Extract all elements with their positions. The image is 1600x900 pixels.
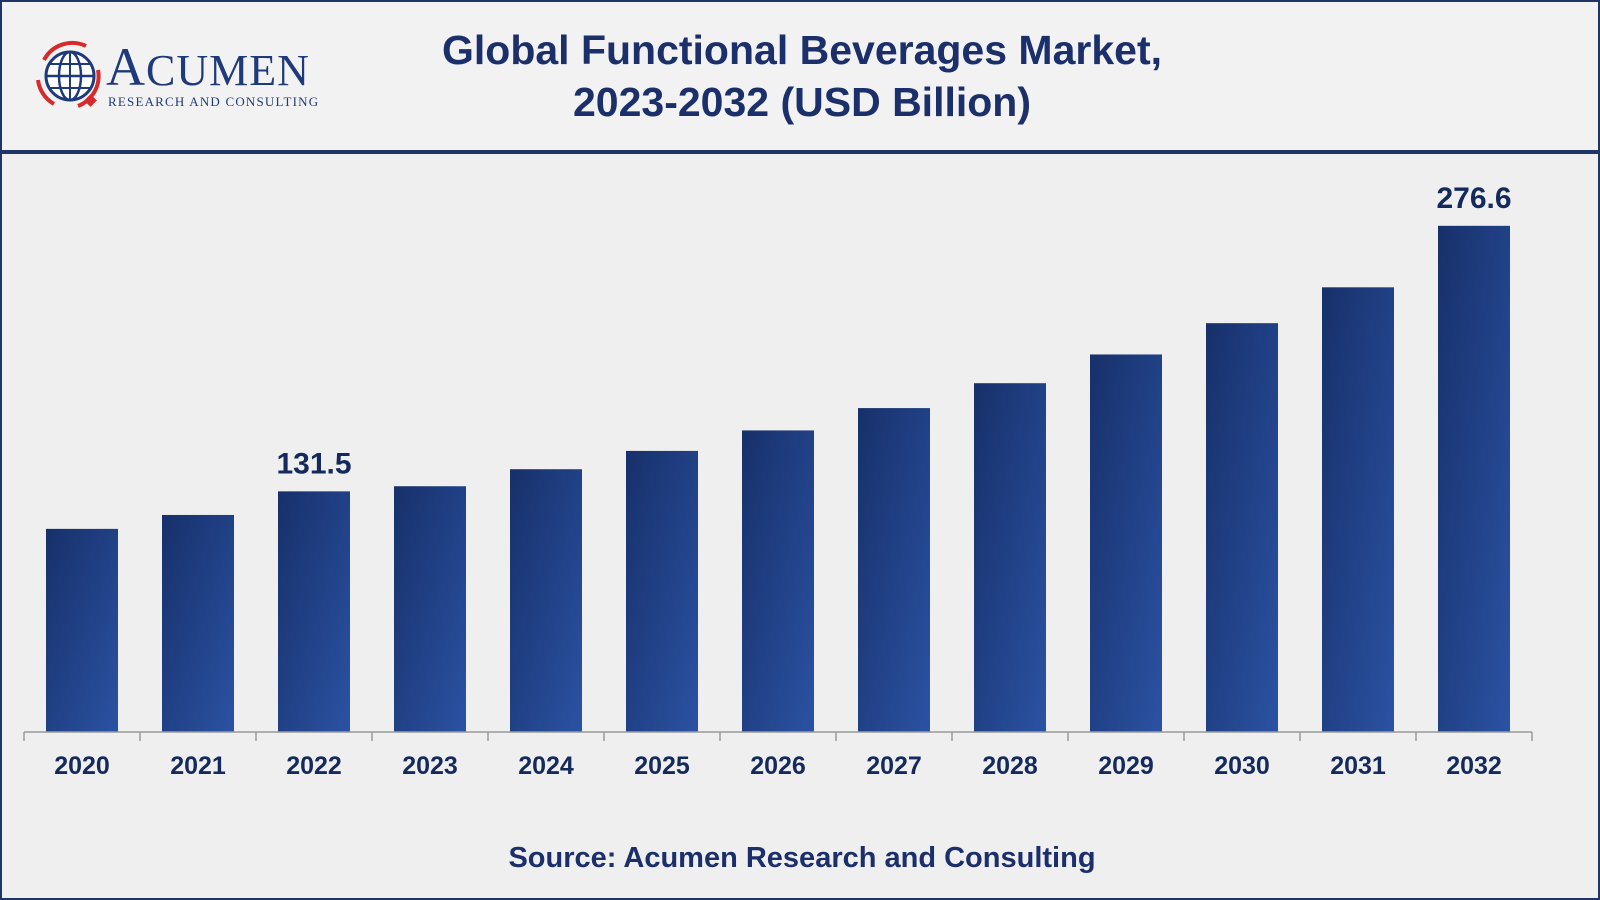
bar-2026 (742, 430, 814, 732)
x-tick-label-2022: 2022 (286, 752, 342, 780)
bar-2031 (1322, 287, 1394, 732)
x-axis (23, 731, 1533, 741)
x-tick-label-2021: 2021 (170, 752, 226, 780)
chart-title: Global Functional Beverages Market, 2023… (362, 24, 1242, 128)
x-tick-label-2020: 2020 (54, 752, 110, 780)
data-labels: 131.5 276.6 (276, 182, 1511, 481)
logo-tagline: RESEARCH AND CONSULTING (108, 94, 320, 109)
header: ACUMEN RESEARCH AND CONSULTING Global Fu… (2, 2, 1598, 154)
bars-group (46, 225, 1510, 732)
bar-2021 (162, 514, 234, 732)
bar-2028 (974, 383, 1046, 732)
x-tick-label-2030: 2030 (1214, 752, 1270, 780)
data-label-2022: 131.5 (276, 447, 351, 480)
bar-2020 (46, 528, 118, 732)
x-tick-label-2028: 2028 (982, 752, 1038, 780)
bar-chart: 2020 2021 2022 2023 2024 2025 2026 2027 2028 2029… (23, 182, 1533, 780)
data-label-2032: 276.6 (1436, 182, 1511, 215)
bar-2022 (278, 491, 350, 732)
bar-2027 (858, 408, 930, 732)
acumen-logo: ACUMEN RESEARCH AND CONSULTING (34, 36, 344, 116)
chart-title-line-1: Global Functional Beverages Market, (442, 27, 1162, 73)
source-note: Source: Acumen Research and Consulting (508, 842, 1096, 874)
bar-2032 (1438, 225, 1510, 732)
x-tick-label-2024: 2024 (518, 752, 574, 780)
logo-wordmark: ACUMEN (106, 37, 310, 97)
bar-2025 (626, 450, 698, 732)
bar-2029 (1090, 354, 1162, 732)
x-tick-label-2026: 2026 (750, 752, 806, 780)
x-tick-label-2025: 2025 (634, 752, 690, 780)
bar-2024 (510, 469, 582, 732)
x-tick-label-2027: 2027 (866, 752, 922, 780)
chart-title-line-2: 2023-2032 (USD Billion) (573, 79, 1031, 125)
bar-2023 (394, 486, 466, 732)
x-tick-label-2031: 2031 (1330, 752, 1386, 780)
x-tick-label-2032: 2032 (1446, 752, 1502, 780)
bar-2030 (1206, 323, 1278, 732)
x-tick-labels: 2020 2021 2022 2023 2024 2025 2026 2027 2028 2029… (54, 752, 1502, 780)
globe-icon (36, 40, 101, 108)
x-tick-label-2023: 2023 (402, 752, 458, 780)
x-tick-label-2029: 2029 (1098, 752, 1154, 780)
